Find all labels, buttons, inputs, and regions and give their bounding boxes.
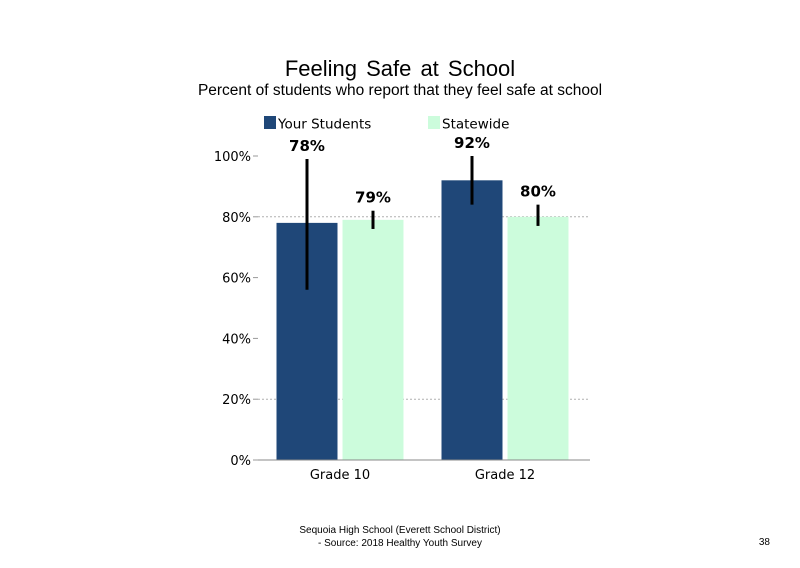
page-number: 38 (758, 537, 770, 548)
y-tick-label: 100% (214, 150, 251, 165)
chart-title: Feeling Safe at School (284, 56, 516, 81)
data-label: 79% (355, 189, 391, 207)
y-tick-label: 60% (222, 272, 251, 287)
y-tick-label: 80% (222, 211, 251, 226)
bar (342, 219, 404, 460)
legend-swatch (264, 116, 276, 129)
data-label: 80% (520, 183, 556, 201)
bar (507, 216, 569, 460)
footer: Sequoia High School (Everett School Dist… (200, 524, 600, 550)
y-tick-label: 20% (222, 393, 251, 408)
legend-label: Your Students (277, 117, 371, 133)
footer-source: - Source: 2018 Healthy Youth Survey (318, 538, 482, 549)
legend-label: Statewide (442, 117, 509, 133)
data-label: 92% (454, 134, 490, 152)
data-label: 78% (289, 137, 325, 155)
bar (441, 180, 503, 460)
chart-subtitle: Percent of students who report that they… (197, 82, 603, 99)
y-tick-label: 40% (222, 332, 251, 347)
y-tick-label: 0% (230, 454, 251, 469)
x-tick-label: Grade 12 (475, 468, 535, 483)
legend-swatch (428, 116, 440, 129)
x-tick-label: Grade 10 (310, 468, 370, 483)
footer-school: Sequoia High School (Everett School Dist… (299, 525, 501, 536)
